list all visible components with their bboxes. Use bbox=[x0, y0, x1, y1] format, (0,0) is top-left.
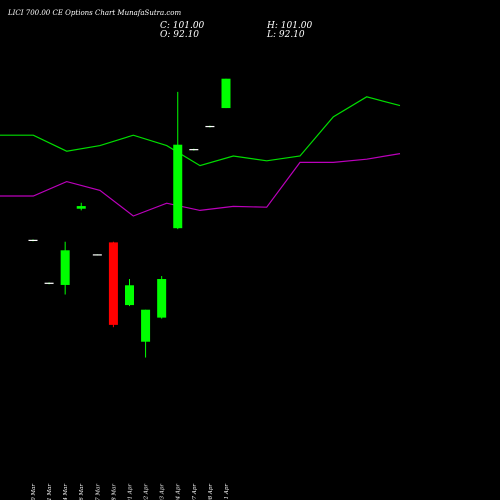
candle-03-apr bbox=[157, 276, 167, 319]
x-tick-label: 01 Apr bbox=[127, 484, 133, 500]
candle-27-mar bbox=[92, 254, 102, 256]
close-value: C: 101.00 bbox=[160, 21, 205, 31]
candle-28-mar bbox=[108, 241, 118, 328]
candle-08-apr bbox=[205, 125, 215, 128]
open-value: O: 92.10 bbox=[160, 30, 200, 40]
low-value: L: 92.10 bbox=[267, 30, 305, 40]
x-tick-label: 03 Apr bbox=[160, 484, 166, 500]
candle-04-apr bbox=[173, 91, 183, 230]
x-tick-label: 28 Mar bbox=[111, 484, 117, 500]
x-tick-label: 02 Apr bbox=[144, 484, 150, 500]
candle-11-apr bbox=[221, 78, 231, 109]
candle-body bbox=[124, 285, 134, 306]
candle-body bbox=[28, 239, 38, 241]
x-tick-label: 27 Mar bbox=[95, 484, 101, 500]
candle-body bbox=[141, 309, 151, 342]
candles bbox=[28, 78, 231, 358]
candle-body bbox=[221, 78, 231, 109]
x-tick-label: 26 Mar bbox=[79, 484, 85, 500]
x-tick-label: 24 Mar bbox=[63, 484, 69, 500]
indicator-lines bbox=[0, 96, 401, 217]
candle-body bbox=[76, 206, 86, 209]
candle-07-apr bbox=[189, 148, 199, 151]
candle-20-mar bbox=[28, 239, 38, 242]
candle-26-mar bbox=[76, 202, 86, 211]
candle-body bbox=[157, 279, 167, 318]
candle-body bbox=[205, 125, 215, 128]
candle-21-mar bbox=[44, 282, 54, 285]
indicator-line-2 bbox=[0, 153, 401, 217]
indicator-line-1 bbox=[0, 96, 401, 167]
candle-24-mar bbox=[60, 241, 70, 295]
candle-02-apr bbox=[141, 309, 151, 358]
candle-body bbox=[92, 254, 102, 256]
candle-01-apr bbox=[124, 279, 134, 307]
candle-body bbox=[60, 250, 70, 285]
x-tick-label: 20 Mar bbox=[31, 484, 37, 500]
x-axis-labels: 20 Mar 21 Mar 24 Mar 26 Mar 27 Mar 28 Mar 01 A… bbox=[31, 484, 230, 500]
candle-body bbox=[44, 282, 54, 284]
candle-body bbox=[173, 144, 183, 229]
x-tick-label: 04 Apr bbox=[176, 484, 182, 500]
candle-body bbox=[108, 242, 118, 325]
candle-body bbox=[189, 149, 199, 151]
x-tick-label: 21 Mar bbox=[47, 484, 53, 500]
chart-title: LICI 700.00 CE Options Chart MunafaSutra… bbox=[8, 9, 182, 17]
x-tick-label: 08 Apr bbox=[208, 484, 214, 500]
x-tick-label: 11 Apr bbox=[224, 484, 230, 500]
x-tick-label: 07 Apr bbox=[192, 484, 198, 500]
high-value: H: 101.00 bbox=[267, 21, 313, 31]
